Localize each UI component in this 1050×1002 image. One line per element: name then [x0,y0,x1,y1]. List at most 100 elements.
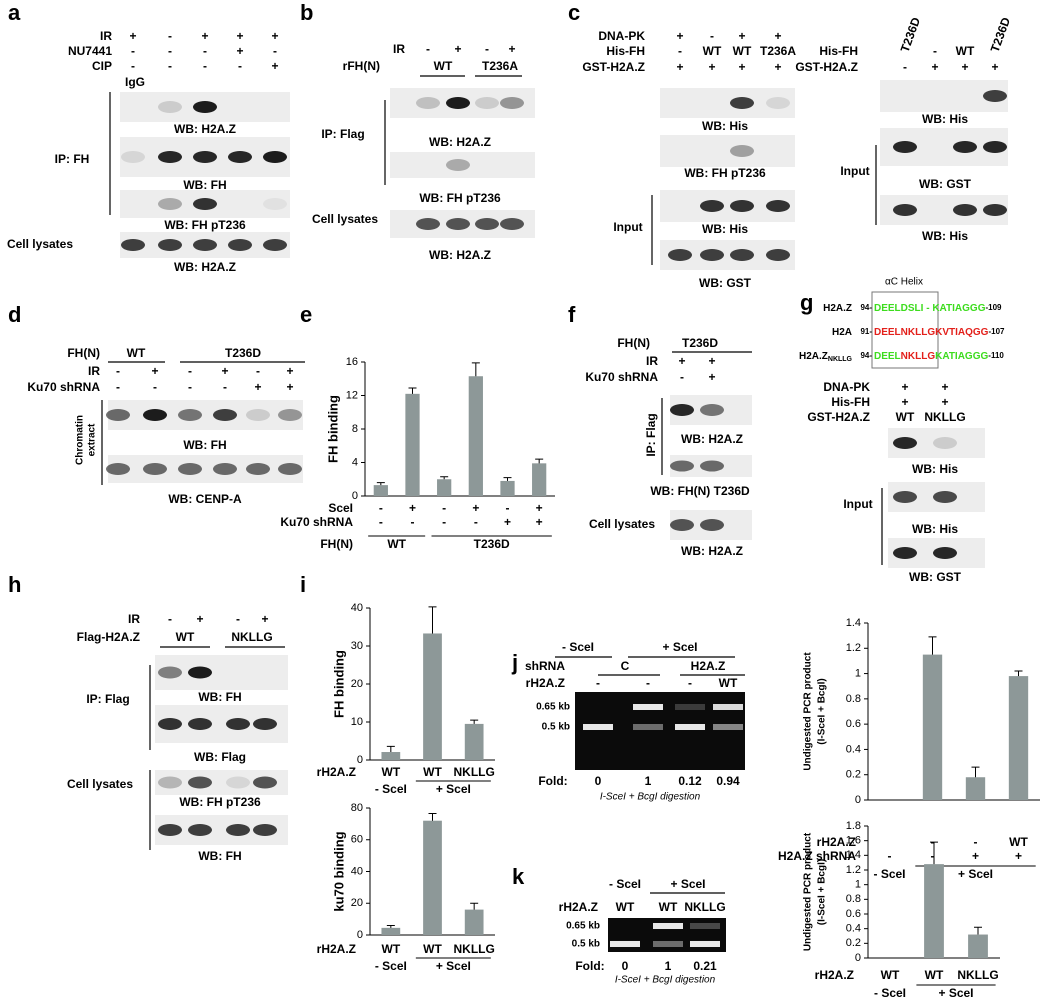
group-label: - SceI [874,986,906,1000]
band [143,409,167,421]
condition: - [426,42,430,56]
section-label: IP: Flag [321,127,364,141]
gel-band [633,724,663,730]
band [158,239,182,251]
condition: WT [659,900,678,914]
sequence-segment: DEELNKLLG [874,327,935,338]
band [143,463,167,475]
condition: + [221,364,228,378]
error-bar [470,719,479,724]
bar [381,752,401,760]
band [953,141,977,153]
panel-letter: e [300,302,312,327]
x-tick-label: WT [881,968,900,982]
band [670,519,694,531]
blot-label: WB: FH [183,178,226,192]
band [278,409,302,421]
row-label: rH2A.Z [815,968,854,982]
band [700,249,724,261]
section-label: Chromatin [75,415,86,465]
blot-label: WB: His [702,222,748,236]
marker-label: 0.5 kb [542,722,570,733]
panel-letter: h [8,572,21,597]
bar [405,393,420,496]
section-label: IP: Flag [86,692,129,706]
blot-label: WB: His [922,229,968,243]
band [121,151,145,163]
fold-value: 1 [645,774,652,788]
section-label: IP: FH [55,152,90,166]
error-bar [1014,670,1023,677]
y-tick-label: 0.8 [846,893,861,905]
blot-label: WB: GST [909,570,962,584]
condition: - [223,380,227,394]
y-tick-label: 1.2 [846,642,861,654]
band [416,97,440,109]
blot [390,152,535,178]
band [983,204,1007,216]
row-label: DNA-PK [823,380,870,394]
row-label: Ku70 shRNA [585,370,658,384]
sequence-end: -109 [985,303,1002,312]
band [121,239,145,251]
condition: - [379,501,383,515]
sequence-end: -110 [988,351,1004,360]
y-tick-label: 1 [855,667,861,679]
condition: - [485,42,489,56]
condition: - [903,60,907,74]
row-label: NU7441 [68,44,112,58]
y-tick-label: 0.4 [846,743,861,755]
y-tick-label: 0 [352,490,358,502]
blot-label: WB: FH(N) T236D [650,484,750,498]
band [228,239,252,251]
band [893,204,917,216]
condition: - [273,44,277,58]
condition: - [188,380,192,394]
band [158,718,182,730]
y-axis-title: ku70 binding [331,831,346,911]
group-label: T236D [474,537,510,551]
band [106,463,130,475]
group-label: + SceI [938,986,973,1000]
band [228,151,252,163]
error-bar [428,813,437,821]
y-tick-label: 1.2 [846,864,861,876]
condition: - [131,44,135,58]
error-bar [470,902,479,910]
condition: + [201,29,208,43]
row-label: DNA-PK [598,29,645,43]
condition: + [676,60,683,74]
section-label: extract [87,423,98,456]
condition: - [203,59,207,73]
condition: + [196,612,203,626]
condition: - [236,612,240,626]
y-tick-label: 0.4 [846,923,861,935]
condition: + [286,380,293,394]
panel-letter: d [8,302,21,327]
band [213,409,237,421]
condition: + [472,501,479,515]
condition: NKLLG [924,410,965,424]
y-tick-label: 60 [351,834,363,846]
row-label: FH(N) [617,336,650,350]
band [668,249,692,261]
sequence-segment: KVTIAQGG [935,327,989,338]
band [893,547,917,559]
blot-label: WB: FH [183,438,226,452]
blot [660,135,795,167]
bar [532,463,547,496]
band [416,218,440,230]
fold-value: 1 [665,959,672,973]
panel-letter: i [300,572,306,597]
sequence-start: 94- [860,303,872,312]
band [263,198,287,210]
y-tick-label: 0 [357,929,363,941]
row-label: IR [100,29,112,43]
y-axis-title: FH binding [331,650,346,718]
band [226,718,250,730]
error-bar [930,841,938,865]
band [193,151,217,163]
condition: - [678,44,682,58]
sequence: DEELNKLLGKATIAGGG-110 [874,351,1004,362]
condition: + [271,59,278,73]
